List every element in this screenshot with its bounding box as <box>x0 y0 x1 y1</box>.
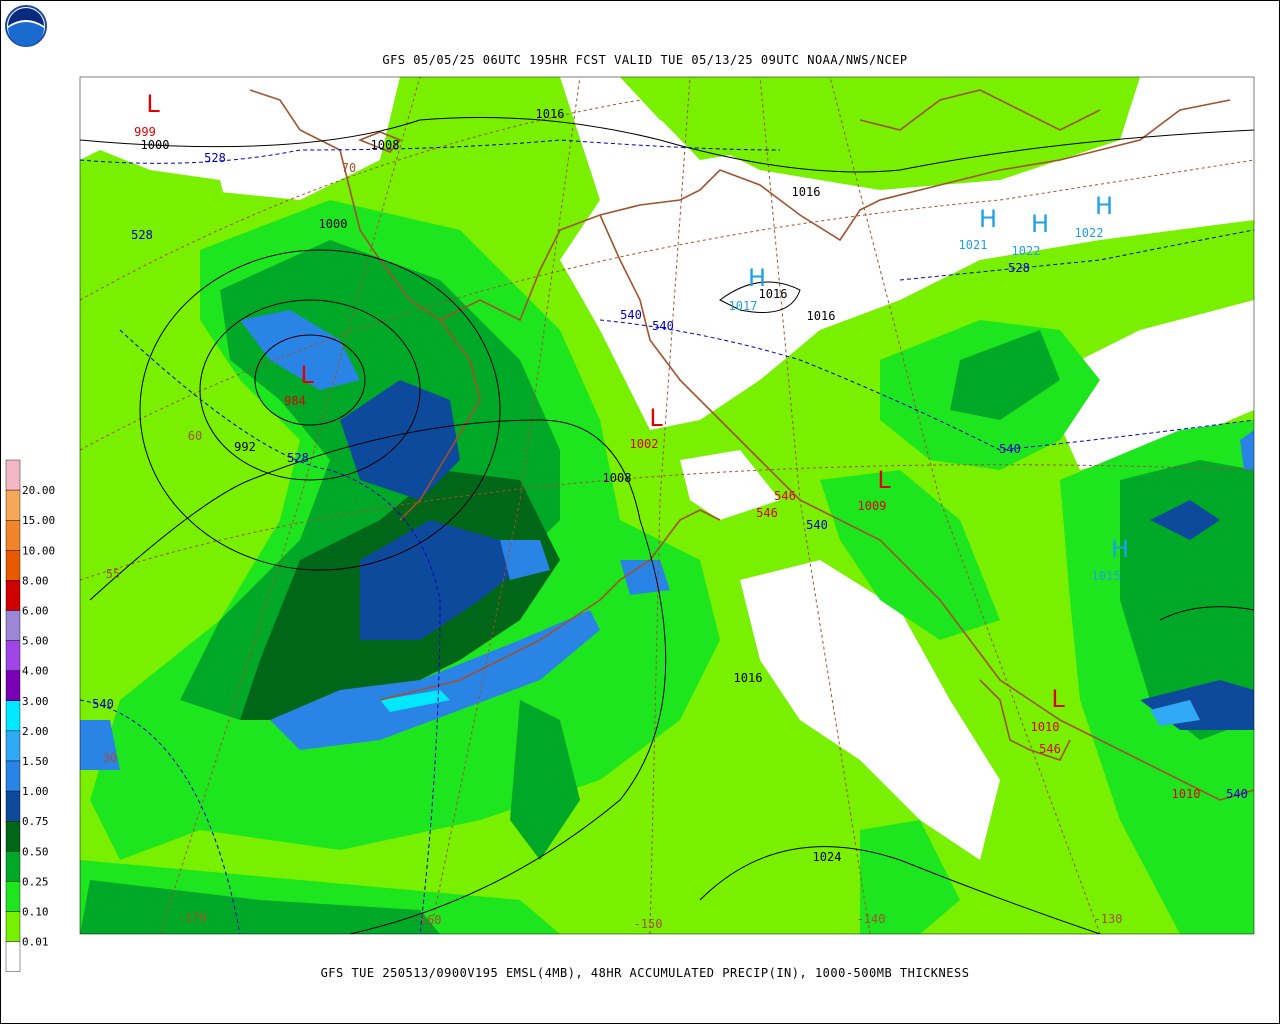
contour-label: 528 <box>287 451 309 465</box>
legend-swatch <box>5 459 21 491</box>
legend-label: 0.50 <box>22 845 49 858</box>
legend-swatch <box>5 790 21 822</box>
contour-label: 60 <box>188 429 202 443</box>
contour-label: 1000 <box>319 217 348 231</box>
legend-swatch <box>5 730 21 762</box>
legend-label: 20.00 <box>22 484 55 497</box>
contour-label: 540 <box>806 518 828 532</box>
map-title: GFS 05/05/25 06UTC 195HR FCST VALID TUE … <box>382 53 907 67</box>
contour-label: 1024 <box>813 850 842 864</box>
pressure-center: L <box>300 361 314 389</box>
contour-label: 540 <box>92 697 114 711</box>
pressure-center: L <box>649 404 663 432</box>
contour-label: 1008 <box>603 471 632 485</box>
contour-label: 528 <box>204 151 226 165</box>
legend-swatch <box>5 700 21 732</box>
contour-label: 1010 <box>1031 720 1060 734</box>
legend-label: 0.01 <box>22 936 49 949</box>
contour-label: 528 <box>1008 261 1030 275</box>
legend-swatch <box>5 520 21 551</box>
map-area <box>80 77 1254 934</box>
pressure-center: L <box>877 466 891 494</box>
contour-label: 528 <box>131 228 153 242</box>
legend-swatch <box>5 489 21 521</box>
contour-label: -140 <box>857 912 886 926</box>
contour-label: 540 <box>999 442 1021 456</box>
legend-label: 0.75 <box>22 815 49 828</box>
contour-label: 540 <box>620 308 642 322</box>
contour-label: 546 <box>756 506 778 520</box>
precip-legend: 20.00 15.00 10.00 8.00 6.00 5.00 4.00 3.00 2.00 1… <box>5 459 55 972</box>
legend-swatch <box>5 821 21 852</box>
contour-label: 1021 <box>959 238 988 252</box>
legend-label: 10.00 <box>22 544 55 557</box>
noaa-logo <box>5 5 47 47</box>
legend-label: 5.00 <box>22 635 49 648</box>
pressure-center: H <box>979 205 997 233</box>
pressure-center: H <box>1095 192 1113 220</box>
legend-swatch <box>5 610 21 641</box>
contour-label: -150 <box>634 917 663 931</box>
contour-label: 1022 <box>1075 226 1104 240</box>
legend-label: 4.00 <box>22 665 49 678</box>
contour-label: 540 <box>1226 787 1248 801</box>
contour-label: 992 <box>234 440 256 454</box>
legend-label: 8.00 <box>22 574 49 587</box>
contour-label: 546 <box>774 489 796 503</box>
legend-label: 15.00 <box>22 514 55 527</box>
contour-label: 1010 <box>1172 787 1201 801</box>
legend-label: 0.10 <box>22 906 49 919</box>
legend-swatch <box>5 580 21 611</box>
pressure-center: L <box>1051 685 1065 713</box>
contour-label: 546 <box>1039 742 1061 756</box>
contour-label: 55 <box>106 567 120 581</box>
legend-label: 0.25 <box>22 875 49 888</box>
pressure-center: H <box>748 264 766 292</box>
contour-label: 1009 <box>858 499 887 513</box>
contour-label: 999 <box>134 125 156 139</box>
map-border <box>79 76 1255 935</box>
contour-label: -160 <box>413 913 442 927</box>
contour-label: 1016 <box>734 671 763 685</box>
contour-label: 1000 <box>141 138 170 152</box>
contour-label: 1016 <box>792 185 821 199</box>
legend-swatch <box>5 881 21 912</box>
contour-label: 1016 <box>807 309 836 323</box>
contour-label: 1008 <box>371 138 400 152</box>
legend-label: 3.00 <box>22 695 49 708</box>
legend-swatch <box>5 851 21 882</box>
contour-label: 1017 <box>729 299 758 313</box>
contour-label: 1022 <box>1012 244 1041 258</box>
pressure-center: H <box>1031 210 1049 238</box>
legend-swatch <box>5 760 21 792</box>
legend-swatch <box>5 670 21 702</box>
legend-label: 6.00 <box>22 605 49 618</box>
map-caption: GFS TUE 250513/0900V195 EMSL(4MB), 48HR … <box>321 966 970 980</box>
contour-label: 1002 <box>630 437 659 451</box>
legend-label: 1.50 <box>22 755 49 768</box>
contour-label: 1016 <box>759 287 788 301</box>
contour-label: 984 <box>284 394 306 408</box>
legend-swatch <box>5 640 21 671</box>
legend-label: 1.00 <box>22 785 49 798</box>
pressure-center: H <box>1111 535 1129 563</box>
pressure-center: L <box>146 90 160 118</box>
contour-label: 1016 <box>536 107 565 121</box>
legend-swatch <box>5 941 21 972</box>
legend-label: 2.00 <box>22 725 49 738</box>
contour-label: 540 <box>652 319 674 333</box>
contour-label: 1015 <box>1092 569 1121 583</box>
contour-label: -130 <box>1094 912 1123 926</box>
contour-label: 30 <box>103 751 117 765</box>
contour-label: -170 <box>178 911 207 925</box>
legend-swatch <box>5 911 21 942</box>
contour-label: 70 <box>342 161 356 175</box>
legend-swatch <box>5 550 21 581</box>
